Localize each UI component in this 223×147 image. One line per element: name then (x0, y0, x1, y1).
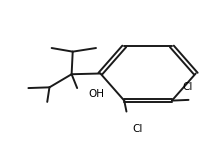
Text: OH: OH (88, 89, 104, 99)
Text: Cl: Cl (182, 82, 193, 92)
Text: Cl: Cl (132, 124, 143, 134)
